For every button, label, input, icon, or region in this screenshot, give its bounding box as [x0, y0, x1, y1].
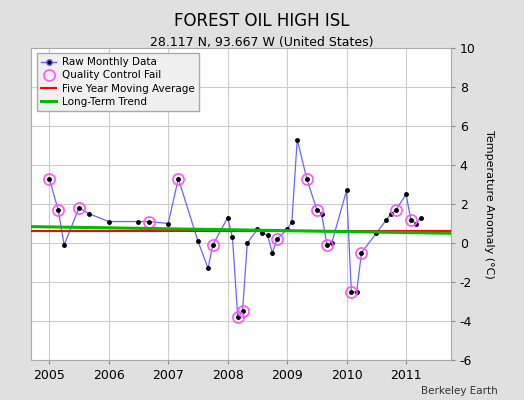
Text: FOREST OIL HIGH ISL: FOREST OIL HIGH ISL — [174, 12, 350, 30]
Y-axis label: Temperature Anomaly (°C): Temperature Anomaly (°C) — [484, 130, 494, 278]
Text: 28.117 N, 93.667 W (United States): 28.117 N, 93.667 W (United States) — [150, 36, 374, 49]
Text: Berkeley Earth: Berkeley Earth — [421, 386, 498, 396]
Legend: Raw Monthly Data, Quality Control Fail, Five Year Moving Average, Long-Term Tren: Raw Monthly Data, Quality Control Fail, … — [37, 53, 199, 111]
